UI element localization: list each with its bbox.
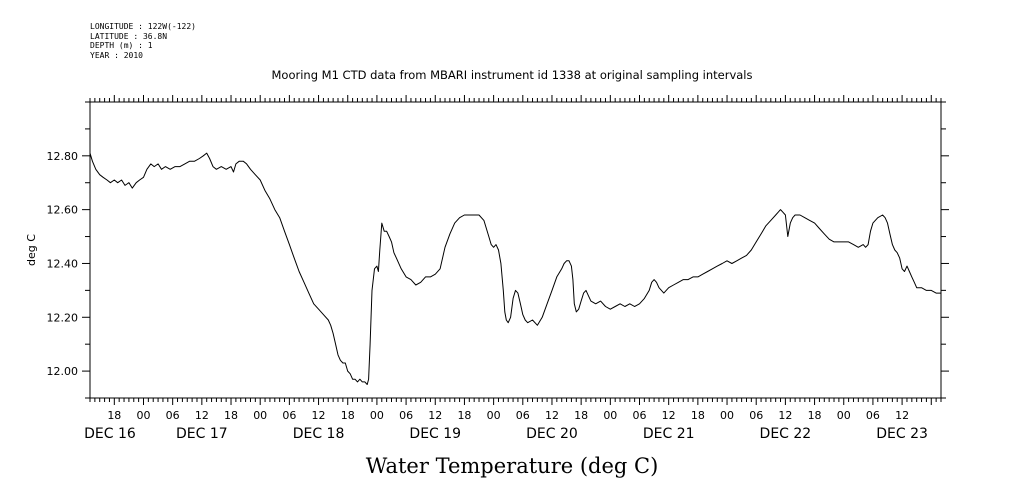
y-tick-label: 12.20 bbox=[47, 311, 79, 324]
x-hour-label: 12 bbox=[895, 409, 909, 422]
x-date-label: DEC 20 bbox=[526, 426, 578, 442]
chart-bottom-title: Water Temperature (deg C) bbox=[365, 454, 659, 478]
y-tick-label: 12.40 bbox=[47, 257, 79, 270]
x-hour-label: 00 bbox=[603, 409, 617, 422]
x-date-label: DEC 18 bbox=[293, 426, 345, 442]
x-hour-label: 12 bbox=[662, 409, 676, 422]
metadata-block: LONGITUDE : 122W(-122) LATITUDE : 36.8N … bbox=[90, 22, 196, 60]
x-hour-label: 00 bbox=[136, 409, 150, 422]
x-date-label: DEC 19 bbox=[409, 426, 461, 442]
x-hour-label: 06 bbox=[399, 409, 413, 422]
x-hour-label: 12 bbox=[778, 409, 792, 422]
x-hour-label: 12 bbox=[195, 409, 209, 422]
x-hour-label: 06 bbox=[633, 409, 647, 422]
x-hour-label: 12 bbox=[312, 409, 326, 422]
x-hour-label: 12 bbox=[428, 409, 442, 422]
x-hour-label: 12 bbox=[545, 409, 559, 422]
depth-text: DEPTH (m) : 1 bbox=[90, 41, 153, 50]
x-date-label: DEC 17 bbox=[176, 426, 228, 442]
x-hour-label: 00 bbox=[370, 409, 384, 422]
x-hour-label: 06 bbox=[516, 409, 530, 422]
series-line-0 bbox=[89, 152, 941, 385]
x-hour-label: 18 bbox=[457, 409, 471, 422]
x-hour-label: 18 bbox=[224, 409, 238, 422]
x-hour-label: 18 bbox=[808, 409, 822, 422]
x-hour-label: 00 bbox=[720, 409, 734, 422]
x-hour-label: 18 bbox=[574, 409, 588, 422]
x-hour-label: 18 bbox=[691, 409, 705, 422]
x-date-label: DEC 16 bbox=[84, 426, 136, 442]
chart-axes: 12.00 12.20 12.40 12.60 12.80 deg C 18 00 06 12 18… bbox=[25, 95, 949, 442]
x-hour-label: 06 bbox=[282, 409, 296, 422]
chart-series bbox=[89, 152, 941, 385]
x-hour-label: 00 bbox=[253, 409, 267, 422]
year-text: YEAR : 2010 bbox=[90, 50, 143, 60]
x-hour-label: 00 bbox=[487, 409, 501, 422]
x-hour-label: 00 bbox=[837, 409, 851, 422]
x-hour-label: 18 bbox=[107, 409, 121, 422]
x-date-label: DEC 23 bbox=[876, 426, 928, 442]
plot-frame bbox=[89, 101, 942, 399]
y-axis-label: deg C bbox=[25, 234, 38, 266]
chart-title: Mooring M1 CTD data from MBARI instrumen… bbox=[271, 68, 753, 82]
latitude-text: LATITUDE : 36.8N bbox=[90, 31, 168, 41]
y-tick-label: 12.80 bbox=[47, 150, 79, 163]
y-tick-label: 12.00 bbox=[47, 365, 79, 378]
x-hour-label: 18 bbox=[341, 409, 355, 422]
y-tick-label: 12.60 bbox=[47, 204, 79, 217]
x-date-label: DEC 22 bbox=[760, 426, 812, 442]
x-date-label: DEC 21 bbox=[643, 426, 695, 442]
x-hour-label: 06 bbox=[166, 409, 180, 422]
longitude-text: LONGITUDE : 122W(-122) bbox=[90, 22, 196, 31]
x-hour-label: 06 bbox=[866, 409, 880, 422]
x-hour-label: 06 bbox=[749, 409, 763, 422]
